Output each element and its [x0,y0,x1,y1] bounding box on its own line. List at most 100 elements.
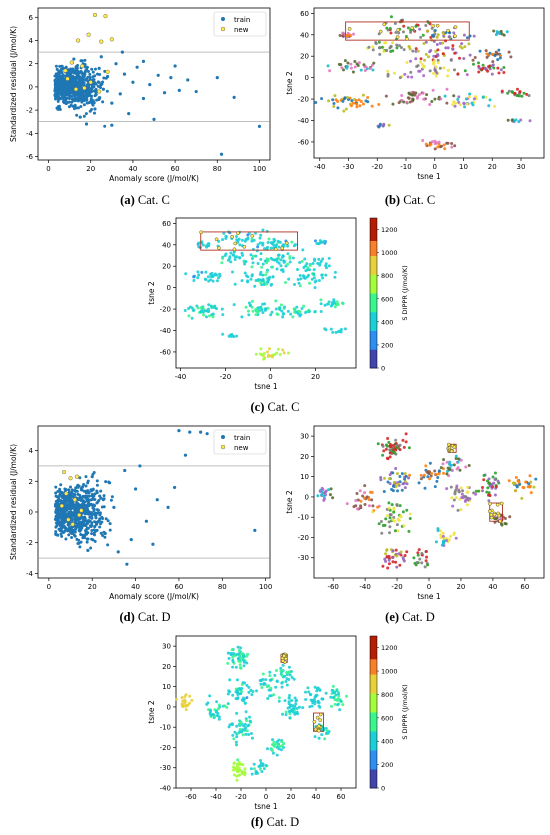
colorbar-label: S DIPPR (J/mol/K) [401,265,409,320]
tsne-point [410,75,414,79]
train-point [90,475,94,479]
tsne-point [452,31,456,35]
legend-marker-new [220,444,226,450]
train-point [101,534,105,538]
tsne-point [261,311,265,315]
train-point [58,529,62,533]
tsne-point [207,309,211,313]
tsne-point [233,653,237,657]
new-point [80,63,85,69]
highlight-box [200,231,298,251]
caption-d: (d) Cat. D [119,610,171,624]
tsne-point [490,64,494,68]
tsne-point [382,49,386,53]
tsne-point [237,659,241,663]
train-point [57,78,61,82]
new-point [449,449,454,453]
new-point [492,512,497,517]
colorbar-segment [370,338,377,343]
tsne-point [308,263,312,267]
tsne-point [258,764,262,768]
plot-frame [175,217,357,369]
tsne-point [481,63,485,67]
tsne-point [246,280,250,284]
tsne-point [256,243,260,247]
tsne-point [247,733,251,737]
tsne-point [418,60,422,64]
tsne-point [264,307,268,311]
train-point [59,521,63,525]
tsne-point [484,49,488,53]
train-point [88,101,92,105]
tsne-point [406,75,410,79]
tsne-point [392,516,396,520]
tsne-point [272,740,276,744]
train-point [95,72,99,76]
tsne-point [425,555,429,559]
tsne-point [332,105,336,109]
tsne-point [319,302,323,306]
train-point [68,514,73,519]
train-point [71,87,75,91]
tsne-point [345,95,349,99]
tsne-point [493,477,497,481]
y-tick-label: 2 [29,478,33,486]
tsne-point [243,271,247,275]
tsne-point [510,118,514,122]
legend-marker-train [221,17,225,21]
tsne-point [339,699,343,703]
train-point [73,530,77,534]
tsne-point [506,91,510,95]
tsne-point [229,651,233,655]
tsne-point [385,444,389,448]
tsne-point [236,758,240,762]
tsne-point [345,66,349,70]
tsne-point [259,252,263,256]
train-point [205,432,209,436]
y-tick-label: 0 [167,703,171,711]
colorbar-segment [370,360,377,365]
new-point [410,26,415,30]
x-tick-label: 40 [131,583,140,591]
tsne-point [389,44,393,48]
tsne-point [232,761,236,765]
tsne-point [209,304,213,308]
train-point [86,494,90,498]
legend-label-train: train [234,16,250,24]
tsne-point [308,705,312,709]
tsne-point [398,563,402,567]
tsne-point [357,61,361,65]
train-point [56,517,60,521]
tsne-point [481,95,485,99]
tsne-point [411,98,415,102]
tsne-point [429,474,433,478]
tsne-point [260,353,264,357]
tsne-point [237,773,241,777]
tsne-point [401,438,405,442]
tsne-point [232,773,236,777]
tsne-point [510,90,514,94]
train-point [91,538,95,542]
tsne-point [441,534,445,538]
tsne-point [441,462,445,466]
tsne-point [382,122,386,126]
y-tick-label: 10 [162,683,171,691]
tsne-point [328,69,332,73]
y-tick-label: 40 [300,31,309,39]
new-point [73,87,79,92]
tsne-point [250,305,254,309]
tsne-point [280,673,284,677]
tsne-point [467,42,471,46]
tsne-point [241,658,245,662]
tsne-point [231,665,235,669]
y-tick-label: -4 [26,570,34,578]
tsne-point [382,476,386,480]
tsne-point [446,68,450,72]
tsne-point [490,52,494,56]
train-point [103,69,107,73]
tsne-point [329,487,333,491]
tsne-point [488,484,492,488]
tsne-point [514,475,518,479]
tsne-point [367,504,371,508]
y-tick-label: -6 [26,153,34,161]
